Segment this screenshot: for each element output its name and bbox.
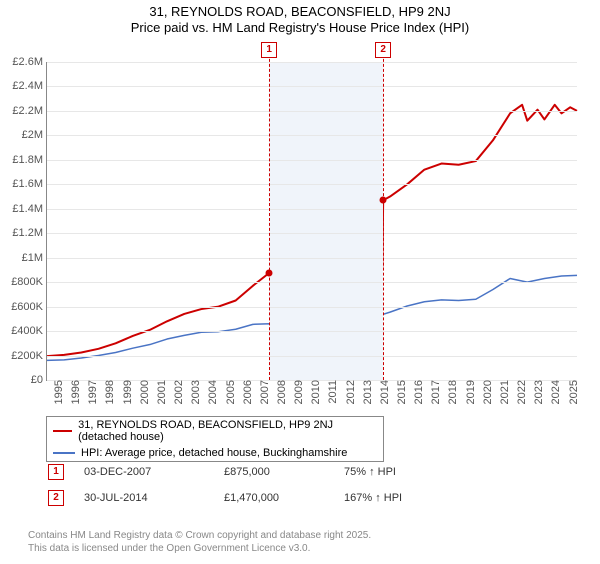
legend-label: HPI: Average price, detached house, Buck… [81,447,347,459]
footer-line2: This data is licensed under the Open Gov… [28,542,371,555]
transaction-row: 230-JUL-2014£1,470,000167% ↑ HPI [48,490,422,506]
xtick-label: 2008 [276,380,288,404]
xtick-label: 1996 [70,380,82,404]
gridline [47,184,577,185]
gridline [47,282,577,283]
ytick-label: £1.6M [12,178,47,190]
marker-label: 2 [375,42,391,58]
xtick-label: 2012 [345,380,357,404]
transaction-price: £875,000 [224,466,344,478]
xtick-label: 2005 [225,380,237,404]
xtick-label: 1995 [53,380,65,404]
ytick-label: £2M [22,129,47,141]
gridline [47,160,577,161]
legend-row: HPI: Average price, detached house, Buck… [47,445,383,461]
ytick-label: £2.6M [12,56,47,68]
gridline [47,233,577,234]
transaction-marker: 2 [48,490,64,506]
marker-line [269,44,270,380]
ytick-label: £200K [11,350,47,362]
ytick-label: £2.4M [12,80,47,92]
xtick-label: 2017 [430,380,442,404]
xtick-label: 2007 [259,380,271,404]
marker-label: 1 [261,42,277,58]
transaction-date: 30-JUL-2014 [64,492,224,504]
ytick-label: £1.4M [12,203,47,215]
gridline [47,258,577,259]
xtick-label: 2016 [413,380,425,404]
xtick-label: 1998 [104,380,116,404]
xtick-label: 2010 [310,380,322,404]
footer-text: Contains HM Land Registry data © Crown c… [28,529,371,555]
xtick-label: 2000 [139,380,151,404]
xtick-label: 2018 [447,380,459,404]
xtick-label: 2003 [190,380,202,404]
transaction-price: £1,470,000 [224,492,344,504]
xtick-label: 2023 [533,380,545,404]
plot-area: £0£200K£400K£600K£800K£1M£1.2M£1.4M£1.6M… [46,62,577,381]
gridline [47,62,577,63]
xtick-label: 2025 [568,380,580,404]
xtick-label: 2009 [293,380,305,404]
legend-label: 31, REYNOLDS ROAD, BEACONSFIELD, HP9 2NJ… [78,419,377,443]
xtick-label: 2014 [379,380,391,404]
legend-swatch [53,452,75,454]
xtick-label: 2021 [499,380,511,404]
xtick-label: 2013 [362,380,374,404]
chart-subtitle: Price paid vs. HM Land Registry's House … [0,20,600,35]
xtick-label: 1999 [122,380,134,404]
gridline [47,111,577,112]
legend-row: 31, REYNOLDS ROAD, BEACONSFIELD, HP9 2NJ… [47,417,383,445]
gridline [47,209,577,210]
xtick-label: 2004 [207,380,219,404]
marker-line [383,44,384,380]
ytick-label: £400K [11,325,47,337]
transaction-pct: 167% ↑ HPI [344,492,422,504]
xtick-label: 1997 [87,380,99,404]
ytick-label: £1.8M [12,154,47,166]
transaction-row: 103-DEC-2007£875,00075% ↑ HPI [48,464,416,480]
transaction-date: 03-DEC-2007 [64,466,224,478]
xtick-label: 2024 [550,380,562,404]
data-dot [380,197,387,204]
ytick-label: £600K [11,301,47,313]
ytick-label: £1M [22,252,47,264]
transaction-pct: 75% ↑ HPI [344,466,416,478]
legend-swatch [53,430,72,432]
gridline [47,307,577,308]
legend: 31, REYNOLDS ROAD, BEACONSFIELD, HP9 2NJ… [46,416,384,462]
data-dot [266,269,273,276]
footer-line1: Contains HM Land Registry data © Crown c… [28,529,371,542]
xtick-label: 2002 [173,380,185,404]
xtick-label: 2011 [327,380,339,404]
gridline [47,86,577,87]
xtick-label: 2001 [156,380,168,404]
xtick-label: 2020 [482,380,494,404]
ytick-label: £2.2M [12,105,47,117]
gridline [47,331,577,332]
xtick-label: 2022 [516,380,528,404]
transaction-marker: 1 [48,464,64,480]
ytick-label: £800K [11,276,47,288]
xtick-label: 2006 [242,380,254,404]
gridline [47,135,577,136]
ytick-label: £1.2M [12,227,47,239]
xtick-label: 2015 [396,380,408,404]
ytick-label: £0 [31,374,47,386]
xtick-label: 2019 [465,380,477,404]
chart-container: 31, REYNOLDS ROAD, BEACONSFIELD, HP9 2NJ… [0,4,600,564]
shade-band [269,62,383,380]
gridline [47,356,577,357]
chart-title: 31, REYNOLDS ROAD, BEACONSFIELD, HP9 2NJ [0,4,600,19]
